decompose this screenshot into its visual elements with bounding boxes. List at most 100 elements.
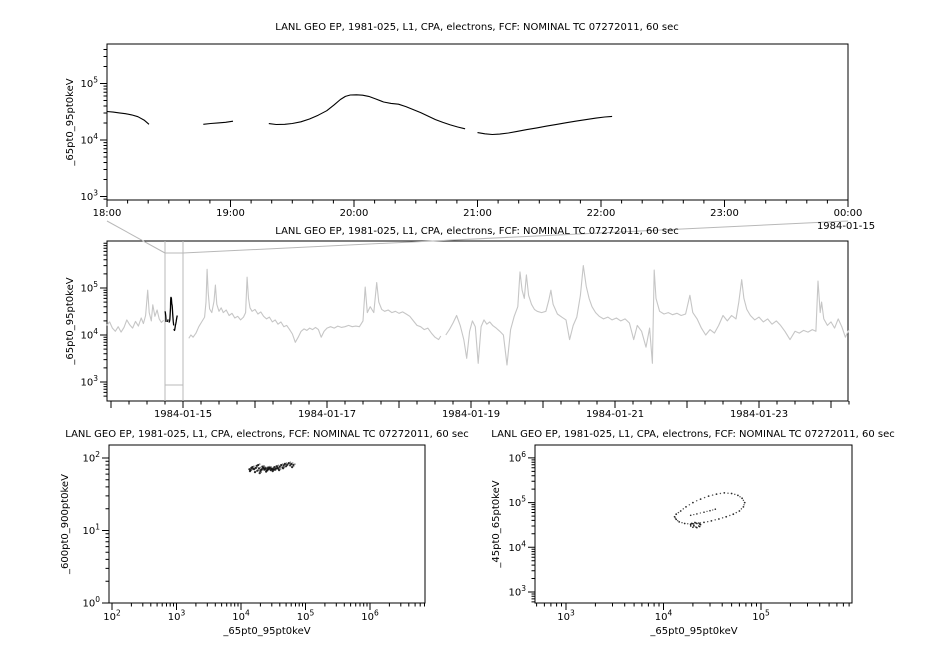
loop-scatter-point	[729, 514, 731, 517]
inner-scatter-point	[709, 509, 711, 512]
loop-scatter-point	[678, 521, 681, 523]
scatter-point	[273, 468, 276, 470]
scatter-point	[256, 469, 259, 472]
date-tick-label: 1984-01-19	[442, 409, 500, 420]
scatter-point	[280, 463, 283, 467]
y-tick-label: 105	[80, 76, 98, 91]
loop-scatter-point	[718, 518, 720, 520]
loop-scatter-point	[707, 495, 710, 497]
scatter-point	[291, 466, 294, 469]
time-tick-label: 23:00	[710, 208, 739, 219]
time-tick-label: 18:00	[93, 208, 122, 219]
loop-scatter-point	[741, 497, 743, 500]
loop-scatter-point	[742, 499, 745, 502]
zoom-connector-left	[106, 220, 166, 254]
loop-scatter-point	[743, 501, 746, 504]
scatter-point	[289, 461, 292, 464]
scatter-point	[258, 463, 261, 465]
scatter-point	[258, 472, 261, 475]
scatter-point	[257, 463, 260, 467]
time-tick-label: 00:00	[834, 208, 863, 219]
loop-scatter-point	[686, 523, 689, 525]
flux-line-segment	[106, 110, 150, 125]
x-tick-label: 106	[361, 609, 379, 624]
scatter-point	[268, 467, 271, 470]
loop-scatter-point	[685, 506, 687, 508]
loop-scatter-point	[743, 504, 745, 506]
scatter-point	[252, 467, 255, 470]
scatter-point	[279, 468, 282, 471]
loop-scatter-point	[675, 513, 678, 516]
scatter-point	[248, 468, 251, 471]
loop-scatter-point	[734, 493, 736, 496]
y-tick-label: 104	[80, 327, 98, 342]
x-tick-label: 105	[297, 609, 315, 624]
scatter-point	[250, 467, 252, 470]
knot-scatter-point	[692, 526, 694, 529]
y-axis-ticks	[100, 242, 107, 397]
scatter-point	[260, 471, 263, 474]
date-tick-label: 1984-01-15	[154, 409, 212, 420]
loop-scatter-point	[737, 494, 739, 497]
x-tick-label: 105	[752, 609, 770, 624]
loop-scatter-point	[688, 504, 691, 506]
loop-scatter-point	[742, 506, 745, 508]
scatter-point	[256, 466, 259, 468]
flux-line-segment	[477, 115, 613, 136]
scatter-point	[294, 463, 296, 465]
x-axis-ticks	[111, 603, 425, 610]
y-axis-ticks	[100, 49, 107, 200]
knot-scatter-point	[689, 525, 692, 527]
knot-scatter-point	[692, 523, 694, 525]
date-tick-label: 1984-01-17	[298, 409, 356, 420]
knot-scatter-point	[689, 523, 692, 526]
flux-line-segment	[268, 94, 466, 130]
y-tick-label: 105	[80, 280, 98, 295]
loop-scatter-point	[681, 521, 683, 524]
loop-scatter-point	[699, 498, 702, 500]
scatter-point	[252, 466, 254, 468]
zoom-range-box[interactable]	[164, 241, 184, 401]
loop-scatter-point	[692, 501, 694, 504]
detail-plot: 103 104 105 18:00 19:00 20:00 21:00 22:00 23:00 0…	[80, 43, 863, 219]
context-plot-canvas[interactable]	[107, 241, 848, 401]
scatter-point	[283, 466, 286, 469]
scatter-point	[286, 463, 289, 466]
scatter-point	[283, 462, 286, 465]
detail-y-axis-label: _65pt0_95pt0keV	[65, 78, 76, 166]
inner-scatter-point	[699, 512, 702, 514]
scatter-point	[282, 467, 285, 470]
highlight-line-segment	[166, 319, 169, 323]
scatter-point	[259, 466, 262, 469]
zoom-connector-right	[182, 220, 849, 254]
scatter-point	[291, 462, 294, 464]
scatter-point	[263, 464, 265, 467]
loop-scatter-point	[719, 492, 722, 495]
y-tick-label: 101	[82, 523, 100, 538]
loop-scatter-point	[703, 496, 706, 499]
x-tick-label: 104	[232, 609, 250, 624]
x-axis-ticks	[106, 200, 849, 207]
scatter-point	[258, 468, 260, 471]
inner-scatter-point	[696, 513, 698, 515]
scatter-plot-right-frame	[534, 444, 853, 604]
detail-date-label: 1984-01-15	[816, 221, 876, 232]
y-tick-label: 104	[508, 539, 526, 554]
detail-plot-canvas[interactable]	[107, 44, 848, 200]
context-plot: 103 104 105 1984-01-15 1984-01-17 1984-01-19 1…	[80, 220, 850, 420]
scatter-point	[253, 471, 257, 474]
x-axis-ticks	[536, 603, 850, 610]
loop-scatter-point	[683, 522, 686, 525]
detail-plot-title: LANL GEO EP, 1981-025, L1, CPA, electron…	[275, 22, 679, 33]
y-tick-label: 106	[508, 450, 526, 465]
loop-scatter-point	[730, 492, 733, 495]
y-tick-label: 104	[80, 132, 98, 147]
knot-scatter-point	[695, 526, 697, 528]
loop-scatter-point	[740, 508, 743, 510]
scatter-point	[278, 466, 280, 468]
loop-scatter-point	[677, 511, 680, 514]
loop-scatter-point	[673, 515, 676, 518]
y-tick-label: 102	[82, 450, 100, 465]
scatter-right-y-axis-label: _45pt0_65pt0keV	[491, 480, 502, 568]
context-line-segment	[106, 289, 164, 333]
